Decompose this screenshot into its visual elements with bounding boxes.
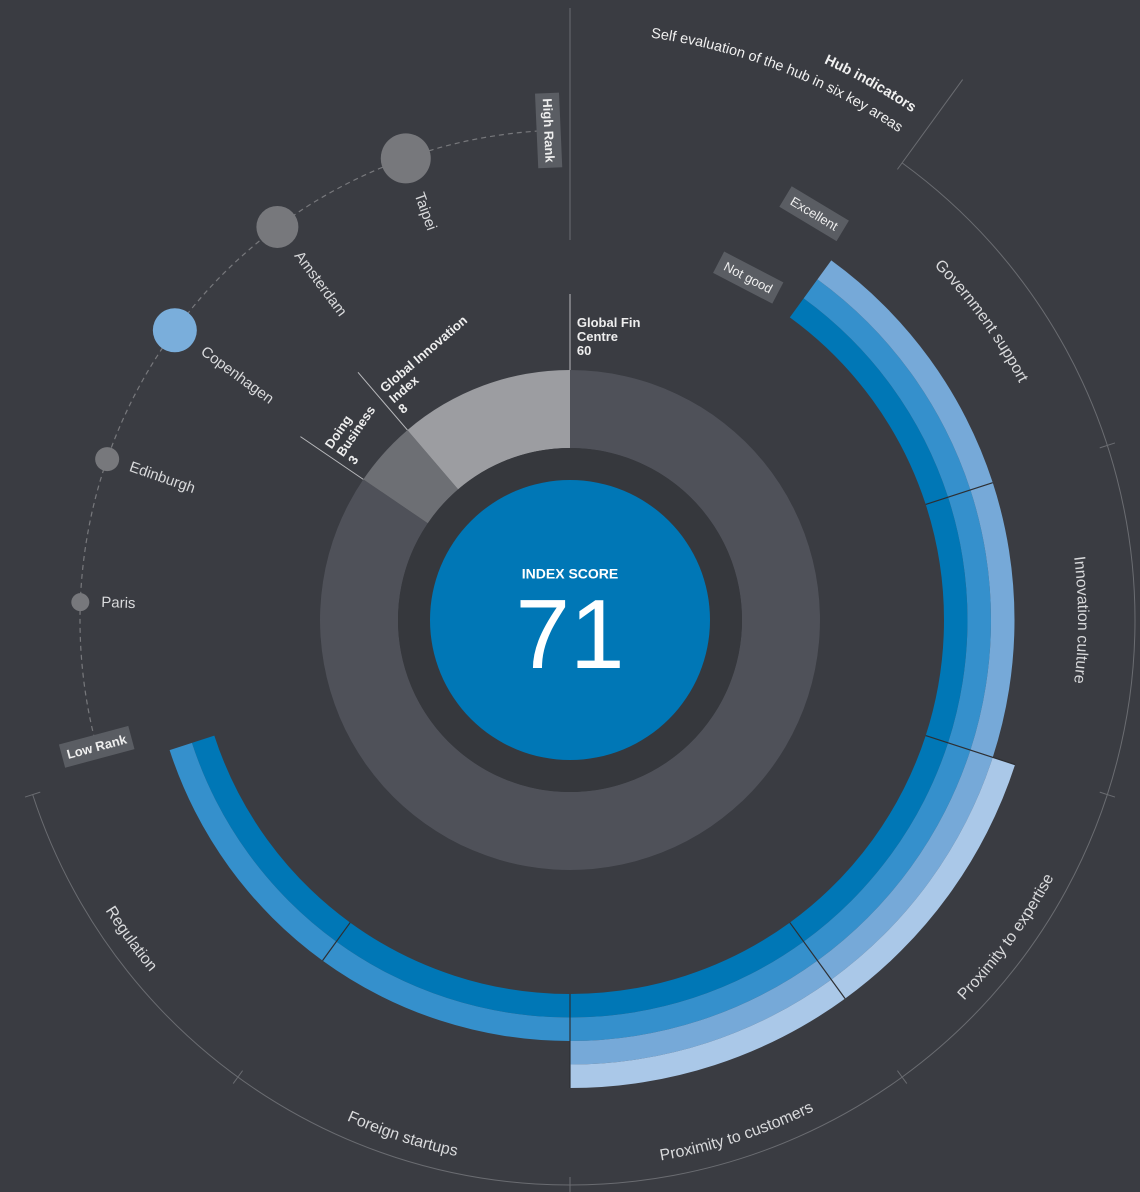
indicator-band [570, 960, 832, 1065]
rank-label-box [58, 725, 135, 768]
index-score-label: INDEX SCORE [522, 566, 618, 582]
band-separator [925, 482, 993, 505]
indicator-band [789, 298, 949, 505]
indicator-band [789, 735, 949, 942]
sector-tick [24, 791, 41, 798]
sector-tick [232, 1070, 244, 1084]
city-label: Paris [101, 594, 136, 612]
sector-label: Innovation culture [1070, 555, 1091, 684]
index-score-value: 71 [515, 579, 624, 689]
city-bubble [256, 205, 299, 248]
indicator-band [817, 260, 993, 490]
sector-label-text: Innovation culture [1070, 555, 1091, 684]
city-bubble [380, 133, 431, 184]
indicator-band [831, 757, 1016, 999]
scale-label-box [779, 186, 849, 242]
indicator-band [570, 979, 846, 1088]
indicator-band [322, 941, 570, 1041]
indicator-band [925, 497, 968, 743]
index-value: 60 [576, 343, 592, 359]
indicator-band [803, 279, 971, 498]
band-separator [322, 922, 351, 961]
indicator-band [970, 482, 1015, 758]
index-label-text: Global Fin Centre 60 [577, 294, 662, 358]
ranking-arc [79, 129, 549, 747]
indicator-band [336, 922, 570, 1018]
sector-tick [1099, 791, 1116, 798]
index-segment [363, 430, 459, 524]
indicator-band [191, 735, 351, 942]
leader-line [300, 436, 364, 480]
indicator-band [817, 750, 993, 980]
index-name: Global Fin Centre [576, 315, 641, 345]
sector-tick [1099, 442, 1116, 449]
band-separator [789, 922, 846, 999]
indicator-band [169, 742, 337, 961]
indicator-band [948, 489, 991, 751]
band-separator [925, 735, 1016, 766]
rank-label: High Rank [535, 92, 563, 169]
index-score-circle [430, 480, 710, 760]
sector-tick [896, 79, 964, 170]
index-segment [407, 370, 570, 490]
leader-line [357, 372, 408, 431]
index-segment [320, 370, 821, 870]
city-bubble [71, 593, 90, 612]
rank-label-text: High Rank [540, 98, 558, 164]
city-bubble [152, 308, 197, 353]
rank-label-box [535, 92, 563, 169]
scale-label-box [713, 251, 784, 304]
city-bubble [95, 447, 120, 472]
sector-tick [896, 1070, 908, 1084]
indicator-band [803, 742, 971, 961]
indicator-band [570, 941, 818, 1041]
indicator-band [570, 922, 804, 1018]
